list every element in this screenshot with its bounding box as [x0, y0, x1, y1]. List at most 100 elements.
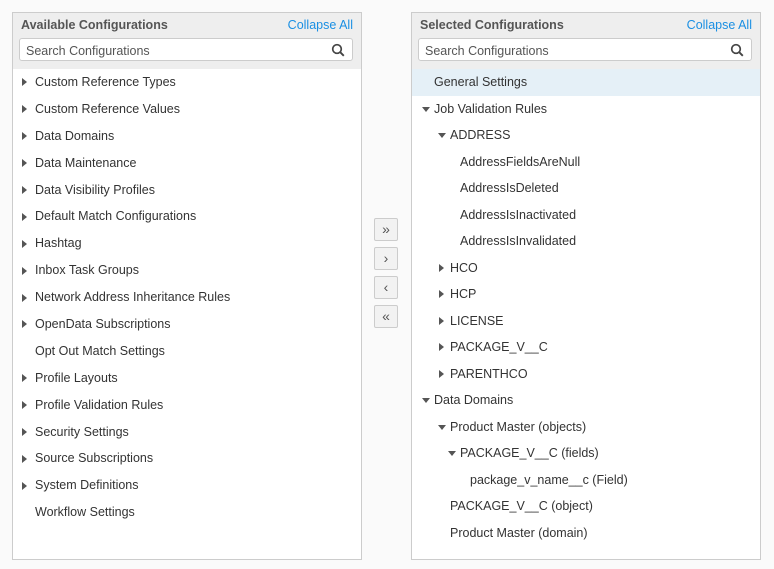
tree-item[interactable]: LICENSE: [412, 308, 760, 335]
tree-item[interactable]: Custom Reference Values: [13, 96, 361, 123]
caret-right-icon[interactable]: [438, 255, 446, 282]
tree-item-label: Product Master (domain): [450, 525, 588, 540]
tree-item-label: AddressIsDeleted: [460, 181, 559, 195]
tree-item-label: AddressIsInactivated: [460, 207, 577, 222]
caret-right-icon[interactable]: [21, 284, 29, 311]
tree-item[interactable]: Source Subscriptions: [13, 445, 361, 472]
tree-item[interactable]: Product Master (domain): [412, 520, 760, 547]
tree-item-label: Custom Reference Types: [35, 75, 176, 89]
tree-item-label: Product Master (objects): [450, 419, 587, 434]
tree-item[interactable]: Network Address Inheritance Rules: [13, 284, 361, 311]
tree-item-label: OpenData Subscriptions: [35, 317, 171, 332]
tree-item[interactable]: Inbox Task Groups: [13, 257, 361, 284]
tree-item[interactable]: PACKAGE_V__C: [412, 334, 760, 361]
tree-item[interactable]: Data Visibility Profiles: [13, 177, 361, 204]
tree-item-label: PACKAGE_V__C (object): [450, 499, 593, 513]
caret-right-icon[interactable]: [21, 230, 29, 257]
move-all-right-button[interactable]: »: [374, 218, 398, 241]
tree-item[interactable]: Data Maintenance: [13, 150, 361, 177]
caret-down-icon[interactable]: [448, 440, 456, 467]
move-left-button[interactable]: ‹: [374, 276, 398, 299]
move-all-left-icon: «: [382, 308, 390, 324]
tree-item[interactable]: AddressIsInvalidated: [412, 228, 760, 255]
caret-right-icon[interactable]: [21, 257, 29, 284]
tree-item[interactable]: HCP: [412, 281, 760, 308]
tree-item[interactable]: Hashtag: [13, 230, 361, 257]
tree-item-label: Network Address Inheritance Rules: [35, 290, 231, 305]
move-all-left-button[interactable]: «: [374, 305, 398, 328]
collapse-all-link[interactable]: Collapse All: [287, 18, 353, 32]
available-configurations-panel: Available Configurations Collapse All Cu…: [12, 12, 362, 560]
selected-tree: General Settings Job Validation Rules ADDR…: [412, 69, 760, 546]
tree-item[interactable]: ADDRESS: [412, 122, 760, 149]
caret-right-icon[interactable]: [21, 311, 29, 338]
tree-item[interactable]: OpenData Subscriptions: [13, 311, 361, 338]
tree-item[interactable]: Job Validation Rules: [412, 96, 760, 123]
caret-down-icon[interactable]: [422, 387, 430, 414]
search-input[interactable]: [24, 40, 328, 62]
tree-item[interactable]: Profile Layouts: [13, 365, 361, 392]
panel-title: Available Configurations: [21, 18, 168, 32]
caret-down-icon[interactable]: [422, 96, 430, 123]
tree-item[interactable]: HCO: [412, 255, 760, 282]
tree-item[interactable]: General Settings: [412, 69, 760, 96]
caret-right-icon[interactable]: [21, 392, 29, 419]
tree-item[interactable]: Security Settings: [13, 419, 361, 446]
tree-item[interactable]: AddressFieldsAreNull: [412, 149, 760, 176]
caret-right-icon[interactable]: [21, 445, 29, 472]
tree-item-label: Source Subscriptions: [35, 451, 154, 466]
caret-right-icon[interactable]: [21, 69, 29, 96]
tree-item[interactable]: Data Domains: [412, 387, 760, 414]
tree-item[interactable]: Data Domains: [13, 123, 361, 150]
tree-item-label: HCO: [450, 260, 478, 275]
caret-right-icon[interactable]: [21, 203, 29, 230]
tree-item-label: Security Settings: [35, 424, 129, 439]
tree-item-label: HCP: [450, 287, 477, 301]
tree-item[interactable]: PARENTHCO: [412, 361, 760, 388]
tree-item-label: General Settings: [434, 75, 528, 89]
caret-right-icon[interactable]: [21, 96, 29, 123]
tree-item-label: PARENTHCO: [450, 366, 528, 381]
move-all-right-icon: »: [382, 221, 390, 237]
tree-item-label: AddressIsInvalidated: [460, 234, 577, 248]
caret-right-icon[interactable]: [438, 361, 446, 388]
tree-item-label: Opt Out Match Settings: [35, 343, 165, 358]
tree-item[interactable]: AddressIsDeleted: [412, 175, 760, 202]
tree-item-label: package_v_name__c (Field): [470, 472, 628, 487]
caret-right-icon[interactable]: [21, 123, 29, 150]
tree-item[interactable]: Profile Validation Rules: [13, 392, 361, 419]
tree-item-label: System Definitions: [35, 478, 139, 493]
tree-item[interactable]: package_v_name__c (Field): [412, 467, 760, 494]
search-icon[interactable]: [730, 43, 744, 57]
caret-right-icon[interactable]: [438, 281, 446, 308]
tree-item[interactable]: Workflow Settings: [13, 499, 361, 526]
search-icon[interactable]: [331, 43, 345, 57]
tree-item[interactable]: Product Master (objects): [412, 414, 760, 441]
tree-item-label: PACKAGE_V__C: [450, 340, 548, 354]
collapse-all-link[interactable]: Collapse All: [686, 18, 752, 32]
available-tree: Custom Reference Types Custom Reference V…: [13, 69, 361, 526]
caret-right-icon[interactable]: [21, 365, 29, 392]
tree-item[interactable]: PACKAGE_V__C (object): [412, 493, 760, 520]
move-right-button[interactable]: ›: [374, 247, 398, 270]
tree-item[interactable]: PACKAGE_V__C (fields): [412, 440, 760, 467]
panel-header: Selected Configurations Collapse All: [412, 13, 760, 69]
tree-item-label: Profile Layouts: [35, 370, 118, 385]
tree-item[interactable]: Custom Reference Types: [13, 69, 361, 96]
search-input[interactable]: [423, 40, 727, 62]
caret-right-icon[interactable]: [21, 472, 29, 499]
caret-down-icon[interactable]: [438, 414, 446, 441]
caret-down-icon[interactable]: [438, 122, 446, 149]
panel-header: Available Configurations Collapse All: [13, 13, 361, 69]
tree-item[interactable]: AddressIsInactivated: [412, 202, 760, 229]
tree-item[interactable]: Default Match Configurations: [13, 203, 361, 230]
tree-item-label: Inbox Task Groups: [35, 263, 139, 278]
caret-right-icon[interactable]: [21, 419, 29, 446]
caret-right-icon[interactable]: [21, 177, 29, 204]
caret-right-icon[interactable]: [438, 334, 446, 361]
caret-right-icon[interactable]: [21, 150, 29, 177]
tree-item[interactable]: Opt Out Match Settings: [13, 338, 361, 365]
caret-right-icon[interactable]: [438, 308, 446, 335]
move-left-icon: ‹: [383, 279, 389, 295]
tree-item[interactable]: System Definitions: [13, 472, 361, 499]
